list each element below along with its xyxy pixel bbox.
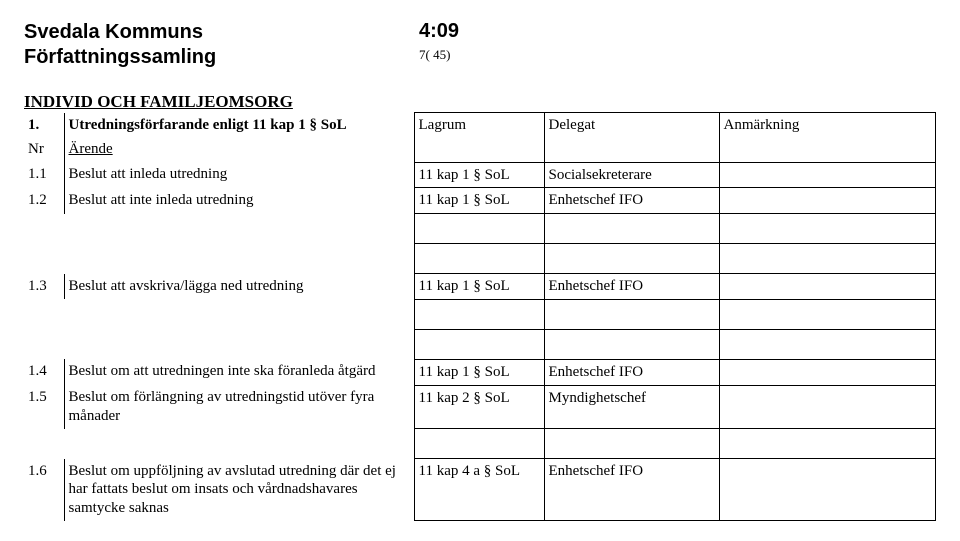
cell-lagrum: 11 kap 1 § SoL bbox=[414, 359, 544, 385]
cell-nr: 1.6 bbox=[24, 459, 64, 521]
spacer-cell bbox=[544, 429, 719, 459]
cell-delegat: Enhetschef IFO bbox=[544, 274, 719, 300]
hdr-delegat: Delegat bbox=[544, 113, 719, 163]
cell-lagrum: 11 kap 1 § SoL bbox=[414, 274, 544, 300]
table-spacer bbox=[24, 299, 936, 329]
table-row: 1.4Beslut om att utredningen inte ska fö… bbox=[24, 359, 936, 385]
cell-nr: 1.3 bbox=[24, 274, 64, 300]
spacer-cell bbox=[64, 299, 414, 329]
spacer-cell bbox=[414, 214, 544, 244]
cell-delegat: Enhetschef IFO bbox=[544, 359, 719, 385]
page-indicator: 7( 45) bbox=[419, 47, 459, 63]
hdr-lagrum: Lagrum bbox=[414, 113, 544, 163]
cell-lagrum: 11 kap 2 § SoL bbox=[414, 385, 544, 429]
spacer-cell bbox=[24, 214, 64, 244]
table-spacer bbox=[24, 429, 936, 459]
table-row: 1.5Beslut om förlängning av utredningsti… bbox=[24, 385, 936, 429]
spacer-cell bbox=[719, 429, 936, 459]
spacer-cell bbox=[719, 329, 936, 359]
org-line2: Författningssamling bbox=[24, 45, 419, 70]
cell-nr: 1.1 bbox=[24, 162, 64, 188]
cell-arende: Beslut att inte inleda utredning bbox=[64, 188, 414, 214]
cell-nr: 1.4 bbox=[24, 359, 64, 385]
doc-code-block: 4:09 7( 45) bbox=[419, 20, 459, 63]
hdr-title: Utredningsförfarande enligt 11 kap 1 § S… bbox=[64, 113, 414, 138]
spacer-cell bbox=[24, 329, 64, 359]
spacer-cell bbox=[414, 244, 544, 274]
spacer-cell bbox=[414, 299, 544, 329]
section-heading: INDIVID OCH FAMILJEOMSORG bbox=[24, 92, 936, 112]
cell-arende: Beslut om uppföljning av avslutad utredn… bbox=[64, 459, 414, 521]
cell-delegat: Socialsekreterare bbox=[544, 162, 719, 188]
spacer-cell bbox=[64, 214, 414, 244]
spacer-cell bbox=[719, 299, 936, 329]
cell-lagrum: 11 kap 4 a § SoL bbox=[414, 459, 544, 521]
spacer-cell bbox=[719, 244, 936, 274]
cell-lagrum: 11 kap 1 § SoL bbox=[414, 162, 544, 188]
doc-code: 4:09 bbox=[419, 20, 459, 43]
table-row: 1.3Beslut att avskriva/lägga ned utredni… bbox=[24, 274, 936, 300]
spacer-cell bbox=[64, 329, 414, 359]
spacer-cell bbox=[544, 244, 719, 274]
spacer-cell bbox=[414, 329, 544, 359]
cell-anm bbox=[719, 359, 936, 385]
cell-arende: Beslut att inleda utredning bbox=[64, 162, 414, 188]
spacer-cell bbox=[414, 429, 544, 459]
hdr-nr-bottom: Nr bbox=[24, 137, 64, 162]
cell-nr: 1.5 bbox=[24, 385, 64, 429]
hdr-arende-label: Ärende bbox=[69, 141, 113, 157]
hdr-nr-top: 1. bbox=[24, 113, 64, 138]
cell-lagrum: 11 kap 1 § SoL bbox=[414, 188, 544, 214]
cell-nr: 1.2 bbox=[24, 188, 64, 214]
table-spacer bbox=[24, 329, 936, 359]
table-header-row: 1. Utredningsförfarande enligt 11 kap 1 … bbox=[24, 113, 936, 138]
spacer-cell bbox=[24, 299, 64, 329]
spacer-cell bbox=[544, 299, 719, 329]
cell-delegat: Myndighetschef bbox=[544, 385, 719, 429]
cell-anm bbox=[719, 162, 936, 188]
cell-delegat: Enhetschef IFO bbox=[544, 188, 719, 214]
spacer-cell bbox=[24, 244, 64, 274]
cell-anm bbox=[719, 188, 936, 214]
spacer-cell bbox=[64, 429, 414, 459]
cell-arende: Beslut att avskriva/lägga ned utredning bbox=[64, 274, 414, 300]
table-spacer bbox=[24, 214, 936, 244]
table-row: 1.1Beslut att inleda utredning11 kap 1 §… bbox=[24, 162, 936, 188]
org-title: Svedala Kommuns Författningssamling bbox=[24, 20, 419, 70]
cell-anm bbox=[719, 274, 936, 300]
delegation-table: 1. Utredningsförfarande enligt 11 kap 1 … bbox=[24, 112, 936, 521]
spacer-cell bbox=[64, 244, 414, 274]
hdr-anm: Anmärkning bbox=[719, 113, 936, 163]
table-spacer bbox=[24, 244, 936, 274]
spacer-cell bbox=[24, 429, 64, 459]
cell-arende: Beslut om förlängning av utredningstid u… bbox=[64, 385, 414, 429]
cell-anm bbox=[719, 385, 936, 429]
spacer-cell bbox=[544, 329, 719, 359]
table-row: 1.6Beslut om uppföljning av avslutad utr… bbox=[24, 459, 936, 521]
spacer-cell bbox=[719, 214, 936, 244]
document-header: Svedala Kommuns Författningssamling 4:09… bbox=[24, 20, 936, 70]
spacer-cell bbox=[544, 214, 719, 244]
cell-arende: Beslut om att utredningen inte ska föran… bbox=[64, 359, 414, 385]
hdr-arende: Ärende bbox=[64, 137, 414, 162]
table-row: 1.2Beslut att inte inleda utredning11 ka… bbox=[24, 188, 936, 214]
cell-delegat: Enhetschef IFO bbox=[544, 459, 719, 521]
cell-anm bbox=[719, 459, 936, 521]
org-line1: Svedala Kommuns bbox=[24, 20, 419, 45]
